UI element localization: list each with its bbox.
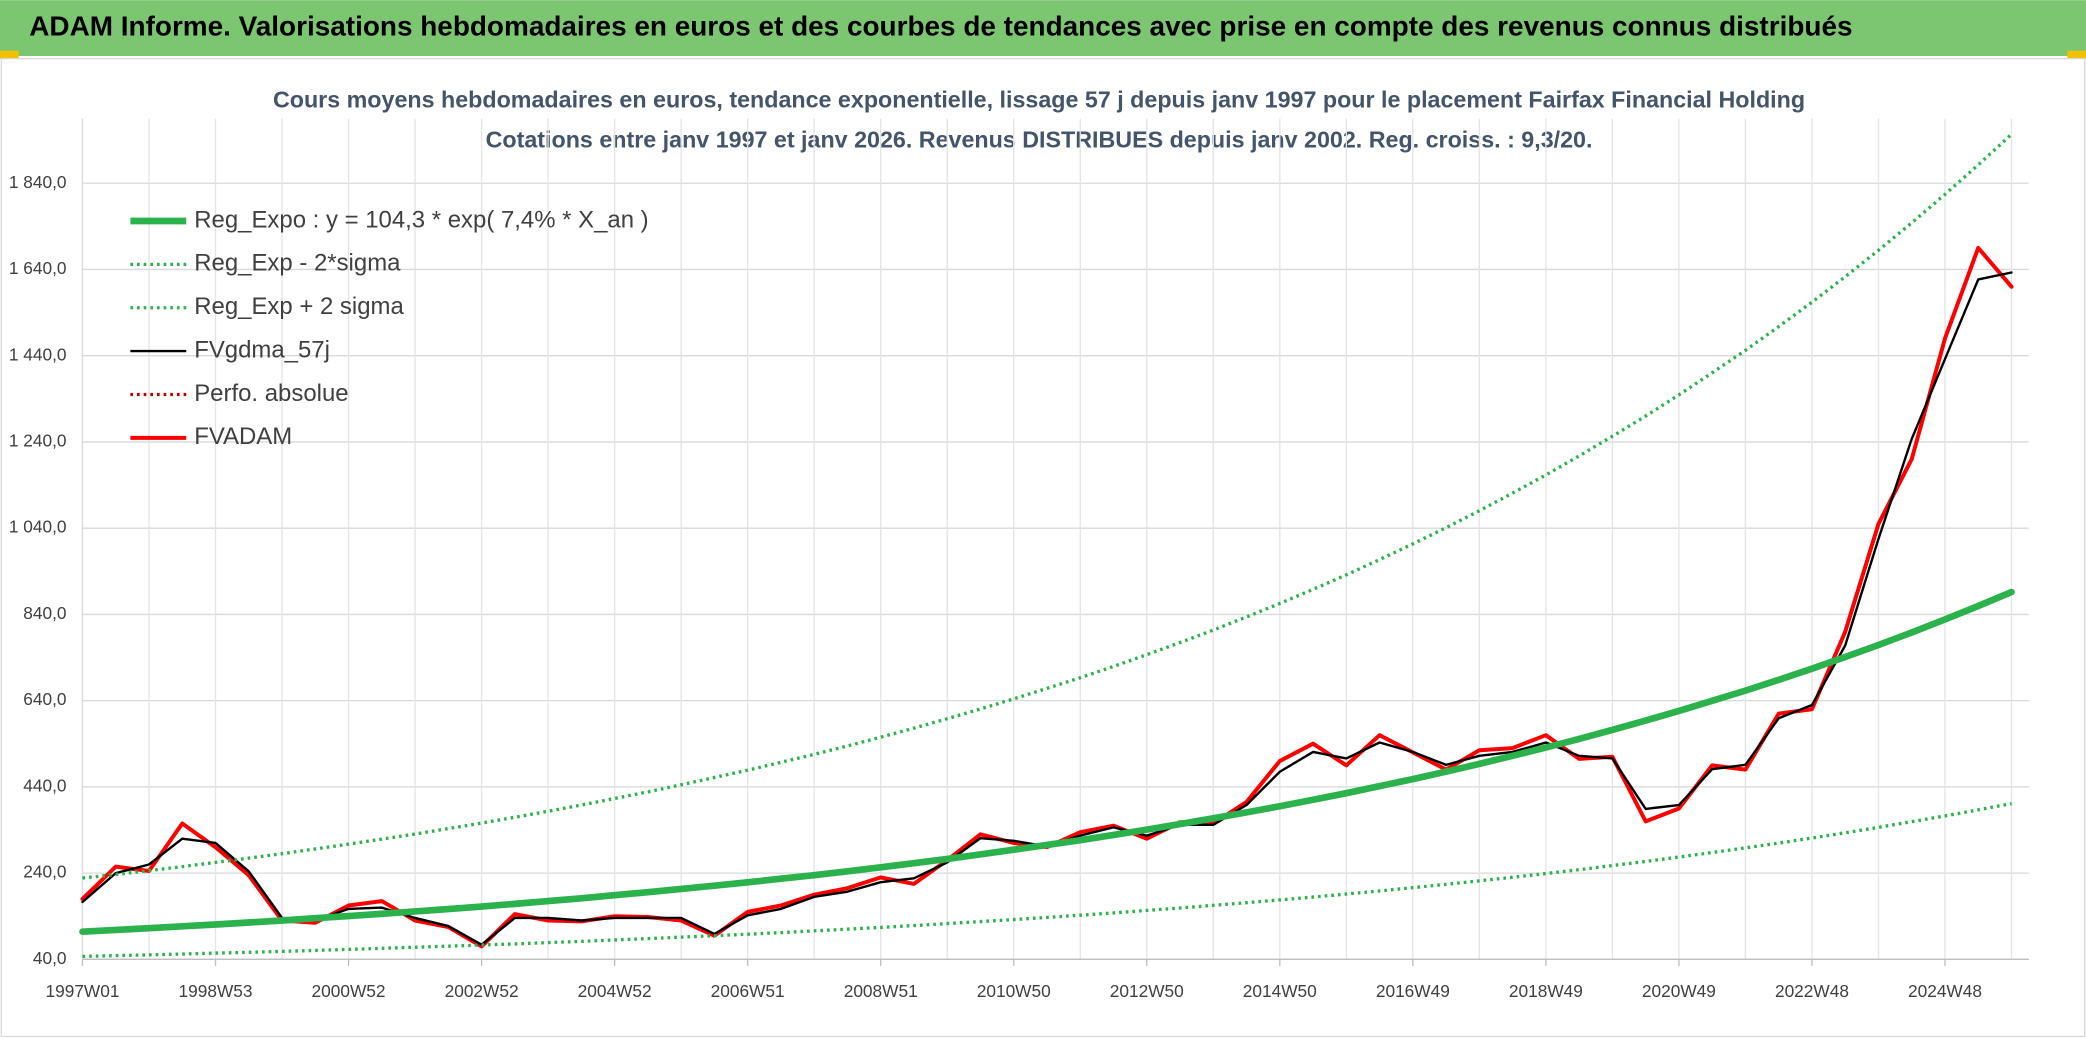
x-tick-label: 2004W52: [578, 981, 652, 1001]
x-tick-label: 2024W48: [1908, 981, 1982, 1001]
corner-mark: [0, 50, 19, 59]
series-line: [82, 801, 2012, 959]
x-tick-label: 2012W50: [1110, 981, 1184, 1001]
legend-label: Reg_Exp + 2 sigma: [194, 293, 404, 320]
series-line: [79, 588, 2015, 936]
y-tick-label: 1 440,0: [9, 344, 67, 364]
legend-label: Reg_Exp - 2*sigma: [194, 250, 401, 277]
x-tick-label: 2000W52: [312, 981, 386, 1001]
x-tick-label: 2006W51: [711, 981, 785, 1001]
x-tick-label: 1998W53: [179, 981, 253, 1001]
y-tick-label: 1 240,0: [9, 431, 67, 451]
legend-label: Perfo. absolue: [194, 380, 348, 407]
series-line: [82, 133, 2013, 880]
x-tick-label: 2018W49: [1509, 981, 1583, 1001]
y-tick-label: 640,0: [23, 689, 66, 709]
chart-title: Cours moyens hebdomadaires en euros, ten…: [273, 86, 1805, 112]
legend-label: Reg_Expo : y = 104,3 * exp( 7,4% * X_an …: [194, 206, 648, 233]
y-tick-label: 40,0: [33, 948, 67, 968]
x-tick-label: 2010W50: [977, 981, 1051, 1001]
y-tick-label: 240,0: [23, 862, 66, 882]
x-tick-label: 2014W50: [1243, 981, 1317, 1001]
y-tick-label: 1 040,0: [9, 517, 67, 537]
y-tick-label: 440,0: [23, 775, 66, 795]
x-tick-label: 2016W49: [1376, 981, 1450, 1001]
y-tick-label: 1 640,0: [9, 258, 67, 278]
y-tick-label: 1 840,0: [9, 172, 67, 192]
y-tick-label: 840,0: [23, 603, 66, 623]
header-bar: [0, 0, 2086, 57]
x-tick-label: 2022W48: [1775, 981, 1849, 1001]
x-tick-label: 2002W52: [445, 981, 519, 1001]
x-tick-label: 1997W01: [45, 981, 119, 1001]
legend-label: FVgdma_57j: [194, 336, 330, 363]
x-tick-label: 2008W51: [844, 981, 918, 1001]
corner-mark: [2067, 50, 2086, 59]
x-tick-label: 2020W49: [1642, 981, 1716, 1001]
header-title: ADAM Informe. Valorisations hebdomadaire…: [29, 10, 1852, 41]
legend-label: FVADAM: [194, 423, 292, 450]
chart-frame: [0, 58, 2086, 1038]
chart-subtitle: Cotations entre janv 1997 et janv 2026. …: [486, 126, 1593, 152]
